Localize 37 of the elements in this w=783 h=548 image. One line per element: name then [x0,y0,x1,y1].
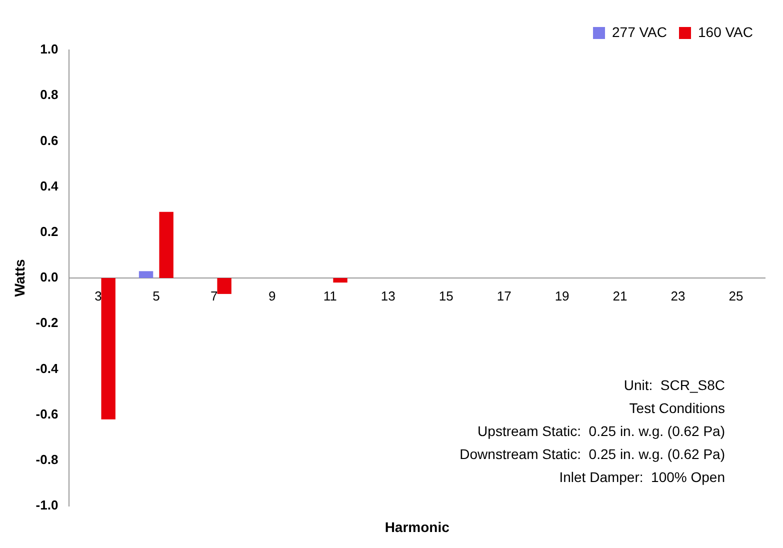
bar [159,212,174,278]
y-tick-label: 0.0 [40,270,58,285]
legend-label: 160 VAC [698,24,754,40]
x-tick-label: 7 [210,288,218,304]
y-tick-label: 1.0 [40,42,58,57]
x-tick-label: 11 [323,288,337,304]
annotation: Test Conditions [629,400,725,416]
x-tick-label: 9 [268,288,276,304]
y-tick-label: -1.0 [36,498,58,513]
y-tick-label: 0.4 [40,178,59,194]
x-axis-title: Harmonic [384,518,450,535]
bar [217,278,232,294]
x-tick-label: 23 [670,288,686,304]
y-tick-label: 0.2 [40,224,58,239]
x-tick-label: 21 [612,288,628,304]
x-tick-label: 5 [152,288,160,304]
annotation: Upstream Static: 0.25 in. w.g. (0.62 Pa) [478,422,725,439]
x-tick-label: 13 [380,288,396,304]
y-tick-label: 0.6 [40,132,58,148]
legend-label: 277 VAC [612,24,668,40]
annotation: Inlet Damper: 100% Open [559,468,725,485]
y-axis-title: Watts [11,258,28,297]
x-tick-label: 15 [438,288,454,304]
x-tick-label: 19 [554,288,570,304]
y-tick-label: -0.4 [36,360,59,376]
x-tick-label: 17 [496,288,512,304]
y-tick-label: -0.8 [36,452,58,467]
x-tick-label: 3 [94,288,102,304]
bar [333,278,348,283]
annotation: Unit: SCR_S8C [624,376,725,393]
bar [138,271,154,278]
bar [101,278,116,420]
annotation: Downstream Static: 0.25 in. w.g. (0.62 Pa) [460,446,725,462]
y-tick-label: 0.8 [40,87,58,102]
y-tick-label: -0.6 [36,406,58,422]
y-tick-label: -0.2 [36,315,58,330]
x-tick-label: 25 [728,288,744,304]
